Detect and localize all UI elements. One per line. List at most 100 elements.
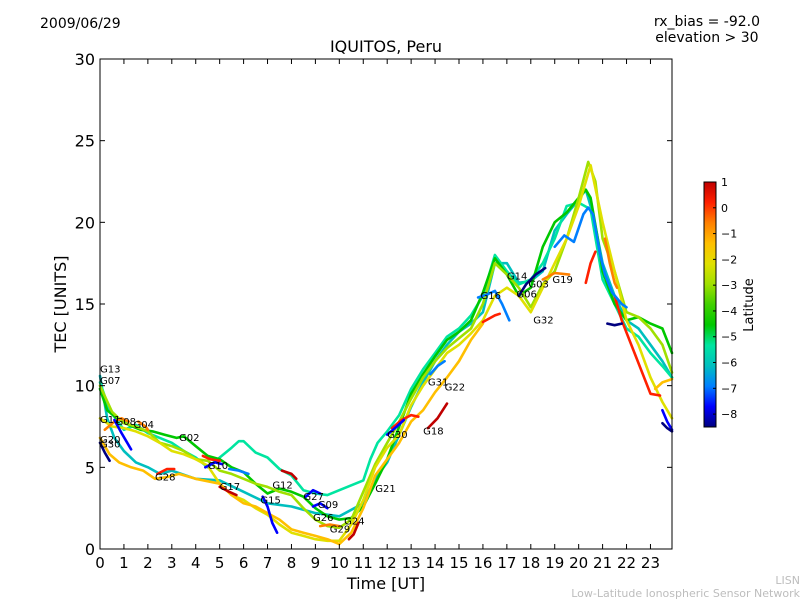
tec-series-35 (606, 322, 623, 327)
tec-series-3 (98, 188, 674, 521)
x-tick-label: 23 (641, 554, 660, 572)
satellite-label: G15 (260, 495, 280, 506)
x-tick-label: 11 (354, 554, 373, 572)
satellite-label: G27 (303, 492, 323, 503)
plot-settings: rx_bias = -92.0 elevation > 30 (654, 14, 760, 46)
colorbar-tick-label: −2 (721, 253, 737, 266)
y-tick-label: 0 (85, 540, 95, 559)
footer: LISN Low-Latitude Ionospheric Sensor Net… (571, 574, 800, 600)
tec-series-8 (390, 413, 420, 430)
colorbar-tick-label: −1 (721, 228, 737, 241)
y-tick-label: 10 (75, 377, 95, 396)
tec-series-25 (204, 461, 224, 469)
tec-series-27 (261, 495, 279, 534)
satellite-label: G19 (552, 275, 572, 286)
tec-series-20 (103, 417, 130, 432)
tec-series-7 (481, 312, 501, 324)
satellite-label: G17 (220, 482, 240, 493)
tec-series-31 (429, 359, 446, 376)
date-label: 2009/06/29 (40, 16, 121, 32)
colorbar-label: Latitude (742, 278, 757, 332)
tec-series-15 (218, 485, 238, 497)
satellite-label: G30 (100, 440, 120, 451)
series-layer (98, 160, 674, 546)
tec-series-6 (98, 322, 485, 546)
footer-network: Low-Latitude Ionospheric Sensor Network (571, 587, 800, 600)
colorbar-tick-label: 1 (721, 176, 728, 189)
x-tick-label: 21 (593, 554, 612, 572)
satellite-label: G03 (528, 280, 548, 291)
satellite-label: G24 (344, 517, 364, 528)
tec-series-30 (385, 418, 406, 436)
x-tick-label: 12 (378, 554, 397, 572)
tec-series-5 (98, 163, 674, 543)
satellite-label: G11 (100, 415, 120, 426)
tec-series-36 (661, 408, 674, 432)
tec-series-11 (603, 237, 619, 289)
annotation-layer: G13G07G11G08G04G02G20G30G28G10G17G15G12G… (100, 272, 573, 536)
tec-series-34 (553, 206, 628, 309)
colorbar-tick-label: 0 (721, 202, 728, 215)
satellite-label: G13 (100, 365, 120, 376)
elevation-label: elevation > 30 (655, 30, 759, 46)
x-tick-label: 13 (402, 554, 421, 572)
satellite-label: G28 (155, 472, 175, 483)
x-tick-label: 17 (497, 554, 516, 572)
satellite-label: G21 (375, 484, 395, 495)
x-tick-label: 22 (617, 554, 636, 572)
tec-series-33 (517, 266, 547, 298)
colorbar-tick-label: −4 (721, 305, 737, 318)
satellite-label: G02 (179, 433, 199, 444)
x-tick-label: 14 (426, 554, 445, 572)
y-tick-label: 25 (75, 132, 95, 151)
tec-series-24 (113, 418, 133, 451)
satellite-label: G30 (387, 430, 407, 441)
satellite-label: G12 (272, 481, 292, 492)
footer-lisn: LISN (775, 574, 800, 587)
satellite-label: G26 (313, 513, 333, 524)
tec-series-12 (613, 294, 662, 397)
x-tick-label: 2 (143, 554, 153, 572)
colorbar-tick-label: −8 (721, 408, 737, 421)
x-tick-label: 7 (263, 554, 273, 572)
x-tick-label: 8 (287, 554, 297, 572)
tec-series-18 (156, 467, 176, 476)
x-tick-label: 3 (167, 554, 177, 572)
tec-series-29 (311, 502, 329, 510)
satellite-label: G07 (100, 376, 120, 387)
satellite-label: G31 (428, 378, 448, 389)
axes-layer: 0 1 2 3 4 5 6 7 8 9 10 11 12 13 14 15 16 17 18 19 20 21 22 2305… (75, 50, 673, 572)
satellite-label: G29 (330, 525, 350, 536)
x-tick-label: 0 (95, 554, 105, 572)
satellite-label: G22 (445, 383, 465, 394)
tec-series-17 (201, 454, 221, 463)
tec-series-14 (541, 271, 571, 281)
tec-series-23 (98, 441, 111, 463)
x-tick-label: 5 (215, 554, 225, 572)
chart-title: IQUITOS, Peru (330, 37, 442, 56)
x-tick-label: 9 (311, 554, 321, 572)
x-tick-label: 1 (119, 554, 129, 572)
colorbar: 1 0 −1 −2 −3 −4 −5 −6 −7 −8 Latitude (703, 176, 757, 428)
tec-series-37 (661, 421, 674, 433)
satellite-label: G09 (318, 500, 338, 511)
rx-bias-label: rx_bias = -92.0 (653, 14, 760, 30)
colorbar-tick-label: −6 (721, 357, 737, 370)
x-tick-label: 10 (330, 554, 349, 572)
x-axis-label: Time [UT] (346, 574, 425, 593)
x-tick-label: 4 (191, 554, 201, 572)
x-tick-label: 18 (521, 554, 540, 572)
tec-series-26 (227, 467, 250, 476)
colorbar-tick-label: −5 (721, 331, 737, 344)
satellite-label: G10 (208, 461, 228, 472)
tec-series-10 (584, 250, 597, 285)
satellite-label: G20 (100, 435, 120, 446)
tec-series-21 (347, 521, 360, 541)
y-tick-label: 20 (75, 213, 95, 232)
y-axis-label: TEC [UNITS] (51, 256, 70, 354)
tec-series-1 (98, 188, 674, 518)
colorbar-tick-label: −7 (721, 382, 737, 395)
satellite-label: G04 (134, 420, 154, 431)
x-tick-label: 16 (473, 554, 492, 572)
